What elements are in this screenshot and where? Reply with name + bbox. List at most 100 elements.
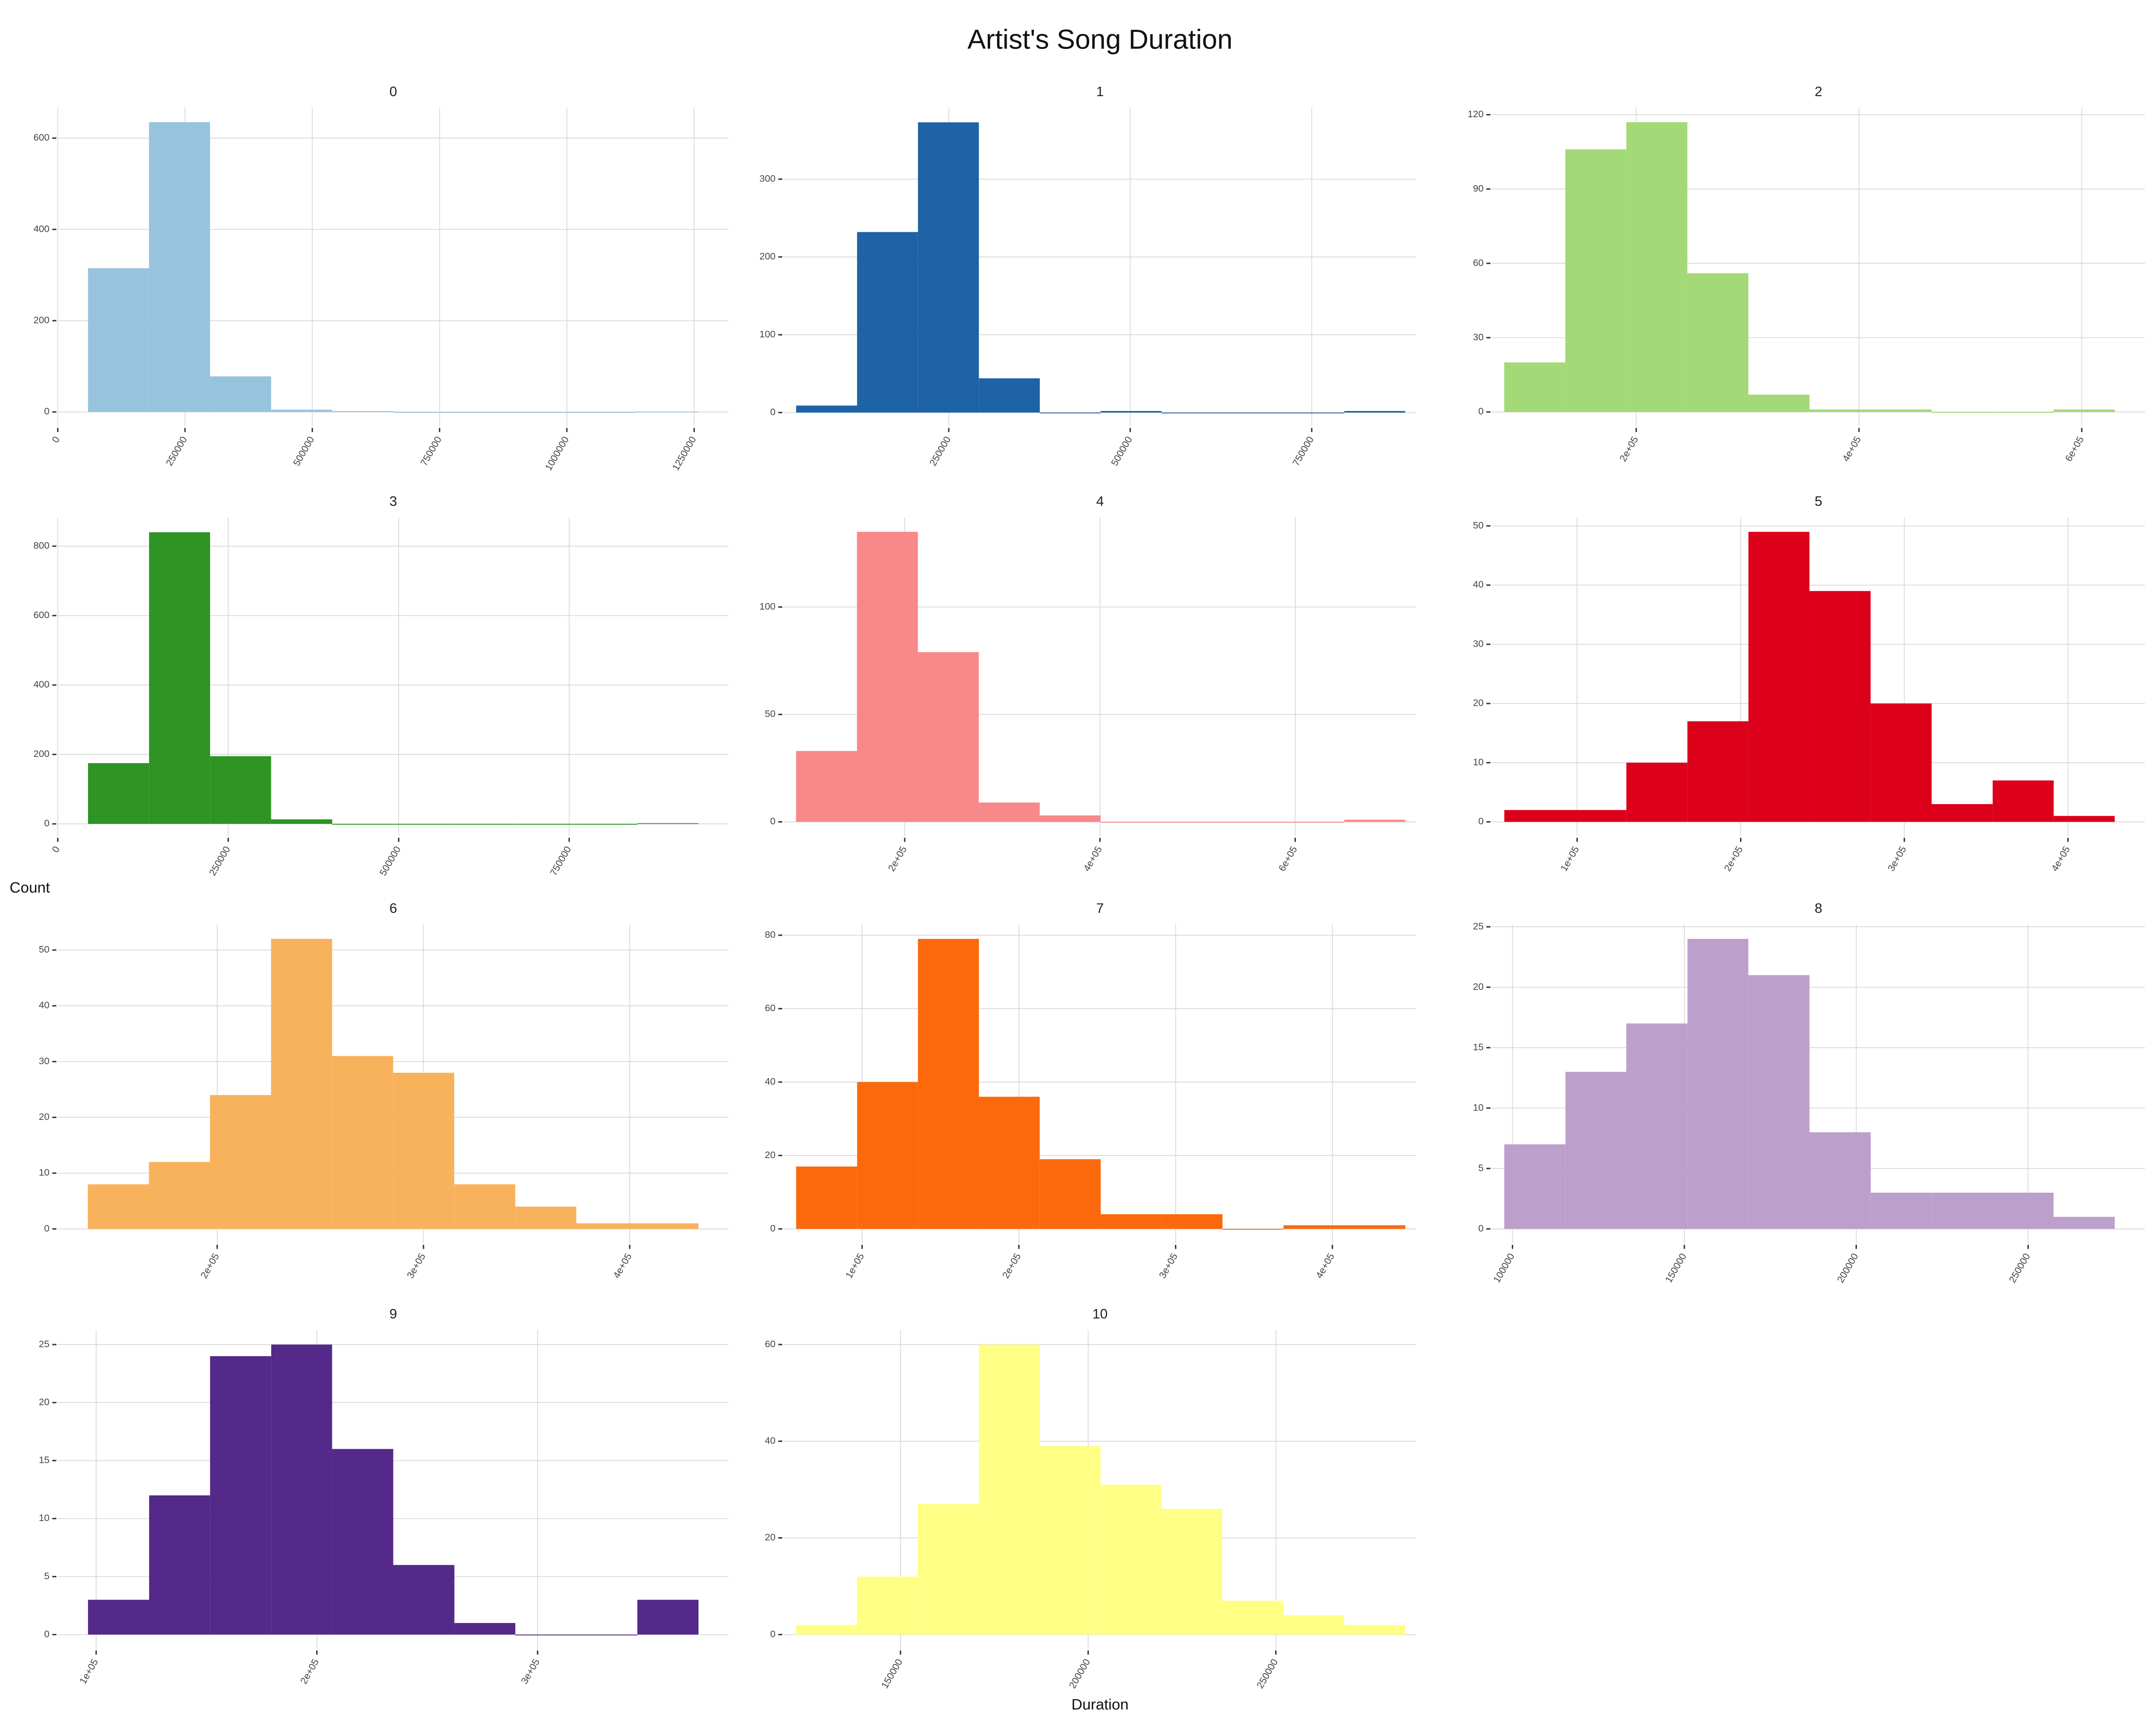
bar xyxy=(1100,1485,1162,1635)
bar xyxy=(454,824,516,825)
y-tick-label: 100 xyxy=(760,601,776,612)
bar xyxy=(1222,1601,1284,1635)
bar xyxy=(1100,411,1162,413)
bar xyxy=(1870,1192,1932,1229)
bar xyxy=(1504,810,1565,822)
y-tick-label: 400 xyxy=(33,679,49,690)
panel-title: 2 xyxy=(1815,84,1822,99)
bar xyxy=(515,1634,577,1636)
y-tick-label: 0 xyxy=(770,1223,776,1234)
bar xyxy=(1993,780,2054,822)
y-tick-label: 0 xyxy=(44,1223,49,1234)
bar xyxy=(857,1576,918,1635)
bar xyxy=(210,1095,271,1229)
y-tick-label: 0 xyxy=(770,816,776,827)
y-tick-label: 60 xyxy=(765,1339,776,1349)
bar xyxy=(1626,762,1688,822)
bar xyxy=(979,1345,1040,1635)
bar xyxy=(1809,409,1871,412)
panel-title: 1 xyxy=(1096,84,1104,99)
y-tick-label: 50 xyxy=(1473,520,1484,531)
panel-title: 0 xyxy=(389,84,397,99)
bar xyxy=(1344,819,1405,822)
y-tick-label: 25 xyxy=(1473,921,1484,932)
bar xyxy=(637,411,698,412)
y-tick-label: 40 xyxy=(39,1000,49,1011)
y-tick-label: 0 xyxy=(44,1628,49,1639)
bar xyxy=(1039,1446,1101,1635)
bar xyxy=(979,802,1040,822)
bar xyxy=(393,1565,455,1635)
panel-title: 4 xyxy=(1096,494,1104,509)
bar xyxy=(332,1056,393,1229)
bar xyxy=(1626,1023,1688,1229)
y-tick-label: 100 xyxy=(760,329,776,340)
bar xyxy=(271,819,332,824)
y-tick-label: 120 xyxy=(1467,109,1484,119)
x-axis-label: Duration xyxy=(1071,1696,1128,1713)
bar xyxy=(1626,122,1688,412)
bar xyxy=(393,1073,455,1229)
bar xyxy=(2054,409,2115,412)
bar xyxy=(1565,1071,1626,1229)
bar xyxy=(1100,1214,1162,1229)
y-tick-label: 600 xyxy=(33,610,49,620)
bar xyxy=(1748,975,1810,1229)
y-tick-label: 60 xyxy=(1473,257,1484,268)
bar xyxy=(979,1097,1040,1229)
y-tick-label: 10 xyxy=(1473,1102,1484,1113)
bar xyxy=(1809,1132,1871,1229)
y-tick-label: 200 xyxy=(33,748,49,759)
bar xyxy=(210,756,271,824)
y-tick-label: 20 xyxy=(39,1111,49,1122)
panel-title: 8 xyxy=(1815,901,1822,916)
y-tick-label: 10 xyxy=(39,1513,49,1523)
bar xyxy=(149,122,210,412)
y-tick-label: 200 xyxy=(33,315,49,326)
y-tick-label: 40 xyxy=(765,1435,776,1446)
y-tick-label: 20 xyxy=(1473,981,1484,992)
bar xyxy=(332,1449,393,1635)
bar xyxy=(1993,1192,2054,1229)
bar xyxy=(210,376,271,412)
y-tick-label: 600 xyxy=(33,132,49,143)
bar xyxy=(576,1223,638,1229)
bar xyxy=(1222,412,1284,414)
bar xyxy=(2054,816,2115,822)
bar xyxy=(515,412,577,413)
bar xyxy=(515,1207,577,1229)
y-tick-label: 300 xyxy=(760,173,776,184)
bar xyxy=(1870,409,1932,412)
bar xyxy=(637,1223,698,1229)
y-tick-label: 15 xyxy=(1473,1042,1484,1053)
bar xyxy=(1870,703,1932,822)
bar xyxy=(1565,810,1626,822)
y-tick-label: 800 xyxy=(33,540,49,551)
bar xyxy=(271,1345,332,1635)
y-tick-label: 30 xyxy=(39,1056,49,1066)
y-tick-label: 50 xyxy=(39,944,49,955)
panel-title: 3 xyxy=(389,494,397,509)
bar xyxy=(857,232,918,413)
y-tick-label: 25 xyxy=(39,1339,49,1349)
bar xyxy=(796,1625,857,1635)
bar xyxy=(1039,1159,1101,1229)
y-tick-label: 5 xyxy=(1478,1163,1484,1173)
bar xyxy=(1687,273,1749,412)
bar xyxy=(1283,1225,1344,1229)
bar xyxy=(210,1356,271,1635)
bar xyxy=(1687,939,1749,1229)
y-tick-label: 60 xyxy=(765,1003,776,1013)
bar xyxy=(1162,412,1223,414)
y-tick-label: 0 xyxy=(1478,406,1484,417)
bar xyxy=(1809,591,1871,822)
y-tick-label: 400 xyxy=(33,223,49,234)
y-tick-label: 5 xyxy=(44,1570,49,1581)
bar xyxy=(1931,412,1993,413)
bar xyxy=(88,763,149,824)
bar xyxy=(1504,1144,1566,1229)
bar xyxy=(515,824,577,825)
y-tick-label: 50 xyxy=(765,708,776,719)
bar xyxy=(1039,815,1101,822)
